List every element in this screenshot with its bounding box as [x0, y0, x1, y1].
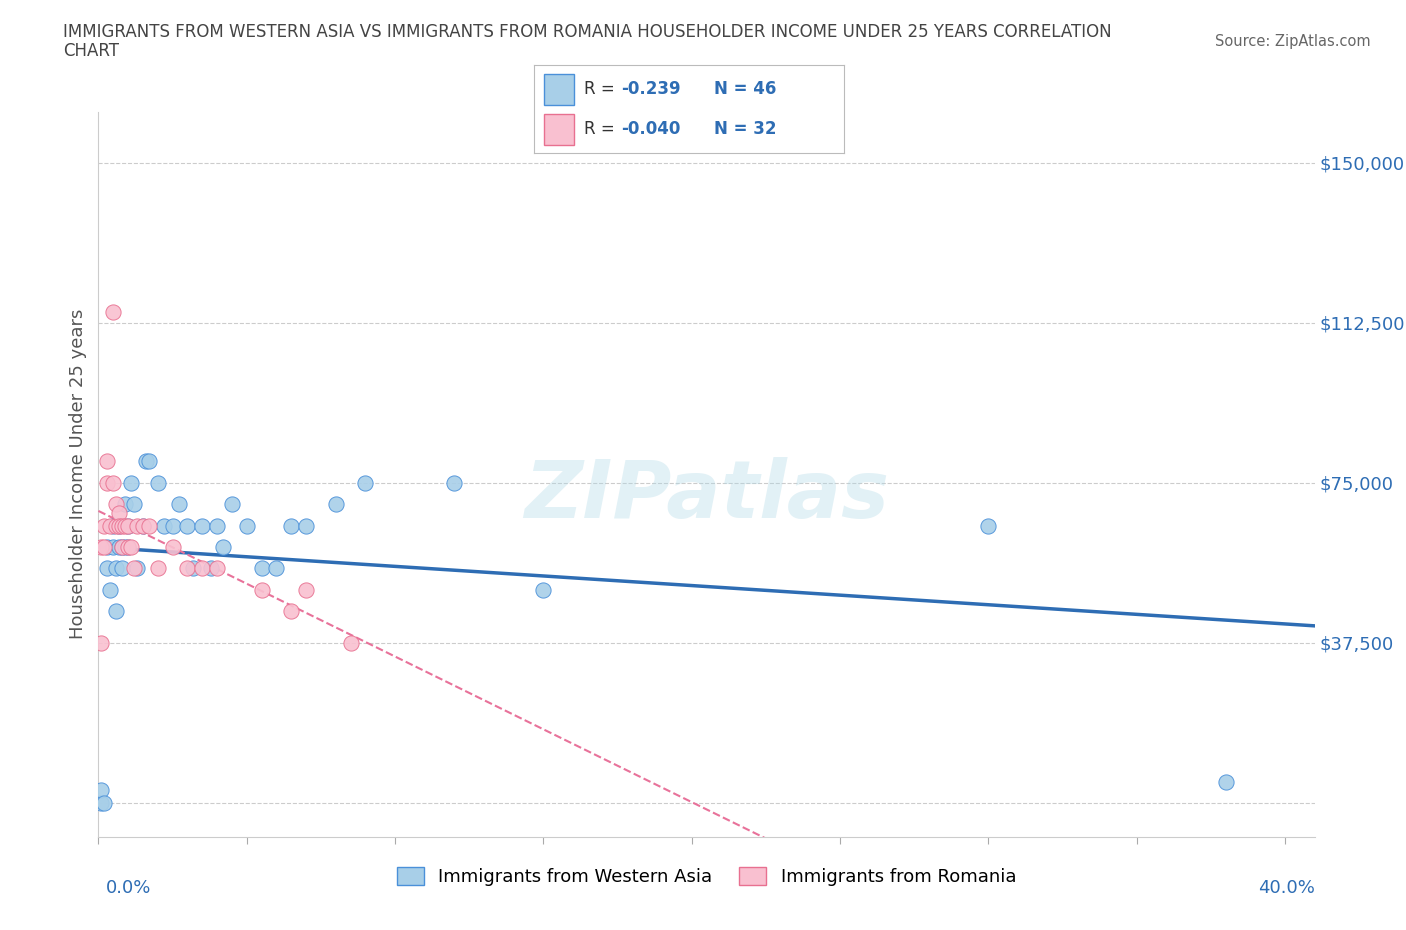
Text: 40.0%: 40.0%	[1258, 879, 1315, 897]
Point	[96, 454, 118, 469]
Point	[191, 518, 214, 533]
Point	[90, 795, 112, 810]
Text: N = 32: N = 32	[714, 120, 776, 139]
Point	[103, 475, 125, 490]
Point	[205, 518, 228, 533]
Point	[977, 518, 1000, 533]
Text: IMMIGRANTS FROM WESTERN ASIA VS IMMIGRANTS FROM ROMANIA HOUSEHOLDER INCOME UNDER: IMMIGRANTS FROM WESTERN ASIA VS IMMIGRAN…	[63, 23, 1112, 41]
Point	[117, 518, 139, 533]
Point	[212, 539, 235, 554]
Point	[125, 561, 148, 576]
Legend: Immigrants from Western Asia, Immigrants from Romania: Immigrants from Western Asia, Immigrants…	[389, 859, 1024, 893]
Point	[122, 561, 145, 576]
Point	[325, 497, 347, 512]
Point	[108, 518, 131, 533]
Point	[122, 497, 145, 512]
Point	[105, 561, 128, 576]
Point	[117, 518, 139, 533]
Point	[280, 518, 302, 533]
Point	[93, 518, 115, 533]
Point	[250, 561, 273, 576]
Point	[295, 518, 318, 533]
Point	[90, 539, 112, 554]
Point	[117, 539, 139, 554]
Point	[132, 518, 155, 533]
Point	[162, 518, 184, 533]
Point	[339, 635, 361, 650]
Point	[266, 561, 288, 576]
Point	[191, 561, 214, 576]
Point	[114, 518, 136, 533]
Point	[146, 561, 169, 576]
Text: 0.0%: 0.0%	[105, 879, 150, 897]
Point	[354, 475, 377, 490]
Point	[176, 561, 198, 576]
Point	[114, 539, 136, 554]
Point	[111, 561, 134, 576]
Point	[250, 582, 273, 597]
Point	[111, 539, 134, 554]
Point	[108, 539, 131, 554]
Point	[176, 518, 198, 533]
Point	[138, 518, 160, 533]
Text: ZIPatlas: ZIPatlas	[524, 457, 889, 535]
Point	[98, 582, 121, 597]
Point	[531, 582, 554, 597]
Point	[443, 475, 465, 490]
Text: Source: ZipAtlas.com: Source: ZipAtlas.com	[1215, 34, 1371, 49]
Text: -0.040: -0.040	[621, 120, 681, 139]
Point	[162, 539, 184, 554]
Point	[200, 561, 222, 576]
Point	[103, 518, 125, 533]
Point	[167, 497, 190, 512]
Text: CHART: CHART	[63, 42, 120, 60]
Point	[132, 518, 155, 533]
Point	[93, 795, 115, 810]
Bar	[544, 113, 575, 145]
Point	[105, 604, 128, 618]
Point	[120, 539, 142, 554]
Bar	[544, 74, 575, 105]
Text: R =: R =	[583, 79, 620, 98]
Point	[138, 454, 160, 469]
Point	[114, 497, 136, 512]
Point	[235, 518, 257, 533]
Y-axis label: Householder Income Under 25 years: Householder Income Under 25 years	[69, 309, 87, 640]
Point	[280, 604, 302, 618]
Point	[221, 497, 243, 512]
Point	[117, 539, 139, 554]
Point	[96, 475, 118, 490]
Point	[146, 475, 169, 490]
Point	[1215, 774, 1237, 789]
Point	[103, 539, 125, 554]
Point	[205, 561, 228, 576]
Point	[96, 561, 118, 576]
Point	[93, 539, 115, 554]
Point	[135, 454, 157, 469]
Point	[295, 582, 318, 597]
Point	[125, 518, 148, 533]
Point	[96, 539, 118, 554]
Point	[105, 518, 128, 533]
Point	[108, 505, 131, 520]
Point	[120, 475, 142, 490]
Point	[98, 518, 121, 533]
Point	[111, 518, 134, 533]
Point	[90, 635, 112, 650]
Point	[103, 305, 125, 320]
Point	[108, 518, 131, 533]
Text: -0.239: -0.239	[621, 79, 681, 98]
Text: R =: R =	[583, 120, 620, 139]
Point	[90, 783, 112, 798]
Point	[105, 497, 128, 512]
Point	[152, 518, 174, 533]
Point	[111, 539, 134, 554]
Text: N = 46: N = 46	[714, 79, 776, 98]
Point	[183, 561, 205, 576]
